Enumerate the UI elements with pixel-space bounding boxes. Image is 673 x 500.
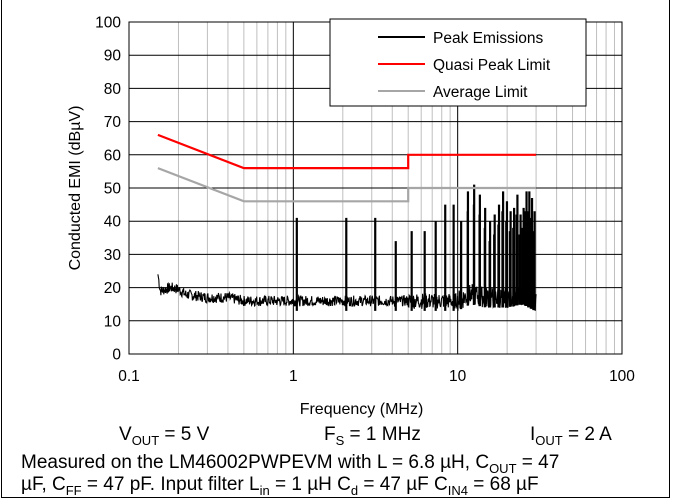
peak-emission-cluster <box>512 227 515 307</box>
peak-emission-cluster <box>508 231 511 307</box>
peak-emission-cluster <box>493 234 495 308</box>
y-tick-label: 100 <box>95 15 121 32</box>
peak-emission-cluster <box>527 211 530 308</box>
peak-emission-cluster <box>515 214 518 306</box>
peak-emission-cluster <box>488 241 491 308</box>
peak-emission-cluster <box>497 224 500 308</box>
peak-emission-cluster <box>529 217 533 309</box>
y-axis-label: Conducted EMI (dBµV) <box>67 106 84 271</box>
peak-emission-cluster <box>532 231 535 311</box>
legend-label-quasi-peak-limit: Quasi Peak Limit <box>433 57 551 74</box>
condition-fs: FS = 1 MHz <box>324 424 421 448</box>
peak-emission-cluster <box>483 227 486 308</box>
legend: Peak Emissions Quasi Peak Limit Average … <box>329 18 587 107</box>
x-tick-label: 0.1 <box>118 368 140 385</box>
y-tick-label: 50 <box>104 181 122 198</box>
y-tick-label: 80 <box>104 81 122 98</box>
legend-label-average-limit: Average Limit <box>433 84 528 101</box>
x-tick-label: 100 <box>609 368 635 385</box>
peak-emission-cluster <box>459 241 462 310</box>
y-tick-label: 60 <box>104 147 122 164</box>
peak-emission-cluster <box>478 214 480 307</box>
y-tick-label: 40 <box>104 214 122 231</box>
peak-emission-cluster <box>472 204 475 305</box>
y-tick-label: 90 <box>104 48 122 65</box>
tick-labels: 0 10 20 30 40 50 60 70 80 90 100 0.1 1 10 100 <box>95 15 635 386</box>
series-layer <box>157 133 537 311</box>
peak-emission-cluster <box>518 234 521 305</box>
peak-emission-cluster <box>466 211 468 306</box>
condition-vout: VOUT = 5 V <box>119 424 210 448</box>
quasi-peak-limit-line <box>157 133 537 170</box>
x-axis-label: Frequency (MHz) <box>300 401 424 418</box>
x-tick-label: 1 <box>289 368 298 385</box>
legend-box <box>329 18 587 107</box>
caption-line-2: µF, CFF = 47 pF. Input filter Lin = 1 µH… <box>21 474 539 498</box>
peak-emission-cluster <box>505 221 507 308</box>
caption-line-1: Measured on the LM46002PWPEVM with L = 6… <box>21 452 560 476</box>
peak-emission-cluster <box>501 211 504 308</box>
x-tick-label: 10 <box>449 368 467 385</box>
y-tick-label: 0 <box>112 347 121 364</box>
y-tick-label: 20 <box>104 280 122 297</box>
peak-emission-cluster <box>524 211 527 306</box>
legend-label-peak-emissions: Peak Emissions <box>433 30 544 47</box>
y-tick-label: 30 <box>104 247 122 264</box>
average-limit-line <box>157 167 537 203</box>
condition-iout: IOUT = 2 A <box>530 424 612 448</box>
peak-emission-cluster <box>521 227 524 305</box>
y-tick-label: 70 <box>104 114 122 131</box>
y-tick-label: 10 <box>104 313 122 330</box>
